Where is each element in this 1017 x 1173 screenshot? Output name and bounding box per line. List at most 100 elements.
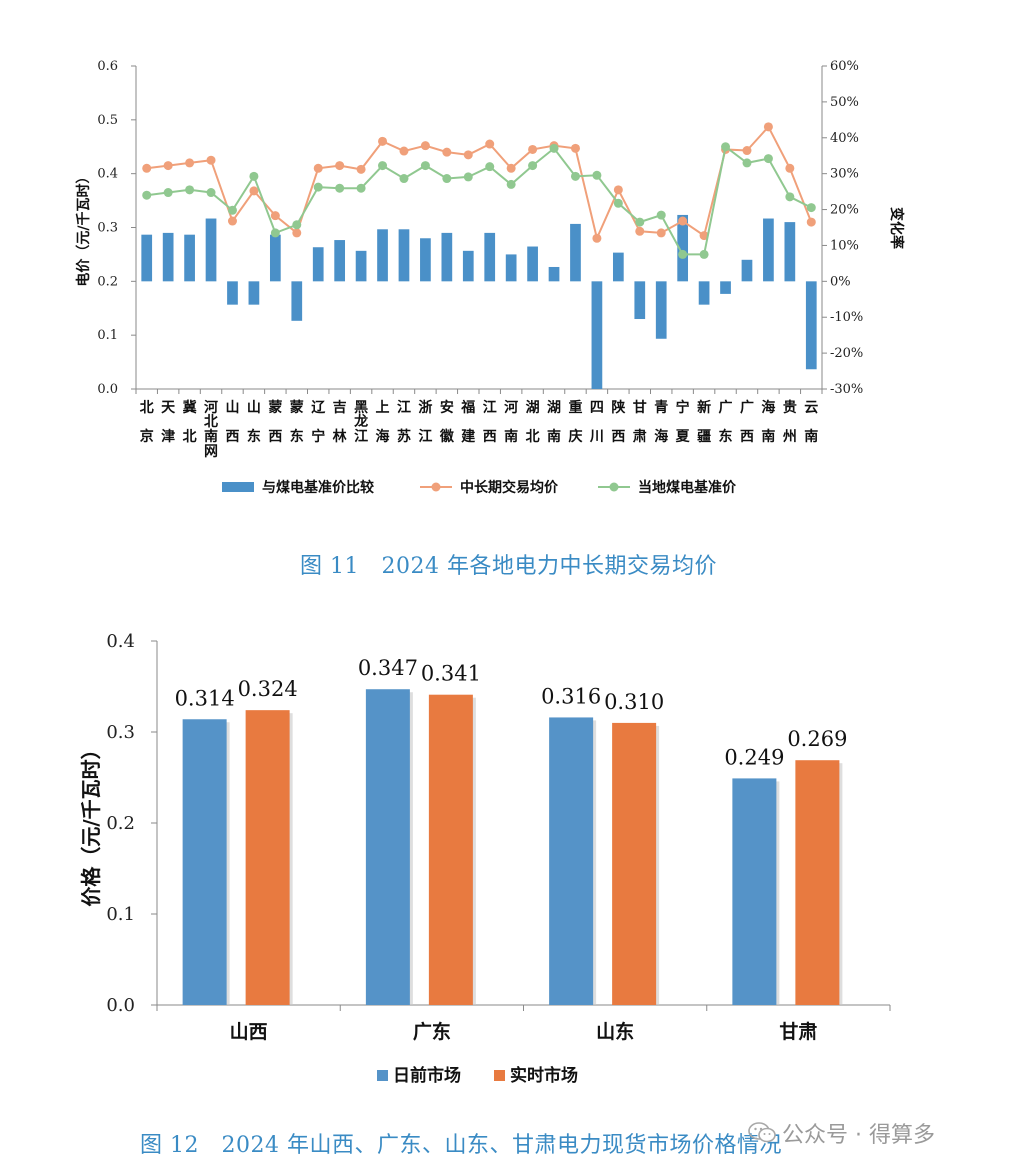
y2-tick-label: -20% <box>830 346 863 361</box>
y2-tick-label: 0% <box>830 274 851 289</box>
bar-coal-benchmark-comparison <box>269 234 281 282</box>
data-label: 0.341 <box>421 662 481 686</box>
bar-coal-benchmark-comparison <box>355 250 367 282</box>
legend-label: 当地煤电基准价 <box>638 479 737 496</box>
wechat-icon <box>748 1122 776 1144</box>
y-tick-label: 0.4 <box>97 167 118 182</box>
bar-coal-benchmark-comparison <box>291 281 303 321</box>
x-tick-label: 吉林 <box>333 399 347 445</box>
series-point <box>635 217 645 227</box>
series-point <box>528 144 538 154</box>
series-point <box>442 147 452 157</box>
x-category-label: 甘肃 <box>633 399 647 445</box>
bar-coal-benchmark-comparison <box>505 254 517 282</box>
y-tick-label: 0.1 <box>97 328 118 343</box>
x-category-label: 山西 <box>225 400 239 445</box>
x-tick-label: 广东 <box>719 399 733 445</box>
bar-coal-benchmark-comparison <box>377 229 388 282</box>
bar-day-ahead <box>549 717 594 1005</box>
series-point <box>463 150 473 160</box>
bar-coal-benchmark-comparison <box>248 281 260 305</box>
legend: 与煤电基准价比较 中长期交易均价 当地煤电基准价 <box>222 479 737 496</box>
series-point <box>270 211 280 221</box>
y2-tick-label: 20% <box>830 203 859 218</box>
x-category-label: 贵州 <box>782 399 797 445</box>
bar-real-time <box>612 722 657 1005</box>
legend-label: 中长期交易均价 <box>460 479 559 496</box>
series-point <box>313 163 323 173</box>
x-tick-label: 河北南网 <box>204 399 218 460</box>
y-tick-label: 0.4 <box>106 631 135 652</box>
x-tick-label: 贵州 <box>782 399 797 445</box>
series-point <box>742 146 752 156</box>
y2-tick-label: 40% <box>830 131 859 146</box>
x-tick-label: 辽宁 <box>311 400 326 445</box>
x-category-label: 山东 <box>247 400 261 445</box>
bar-coal-benchmark-comparison <box>205 218 217 282</box>
y2-tick-label: -10% <box>830 310 863 325</box>
bar-coal-benchmark-comparison <box>655 281 667 339</box>
y-tick-label: 0.3 <box>97 221 118 236</box>
data-label: 0.269 <box>787 727 847 751</box>
x-tick-label: 黑龙江 <box>353 400 368 445</box>
y-tick-label: 0.6 <box>97 59 118 74</box>
series-point <box>335 183 345 193</box>
x-category-label: 海南 <box>761 399 775 445</box>
bar-coal-benchmark-comparison <box>677 214 689 282</box>
series-point <box>335 161 345 171</box>
data-label: 0.310 <box>604 690 664 714</box>
series-point <box>249 186 259 196</box>
legend-label: 实时市场 <box>510 1065 578 1086</box>
y-tick-label: 0.2 <box>97 274 118 289</box>
x-category-label: 新疆 <box>697 399 711 445</box>
series-point <box>356 183 366 193</box>
x-tick-label: 江苏 <box>397 399 411 445</box>
series-point <box>506 163 516 173</box>
x-tick-label: 上海 <box>376 400 390 445</box>
x-tick-label: 浙江 <box>418 399 432 445</box>
x-tick-label: 安徽 <box>439 399 455 445</box>
x-tick-label: 陕西 <box>611 399 625 445</box>
bar-coal-benchmark-comparison <box>720 281 731 294</box>
x-category-label: 北京 <box>140 400 154 445</box>
bar-coal-benchmark-comparison <box>805 281 817 370</box>
bar-coal-benchmark-comparison <box>184 234 195 282</box>
x-category-label: 宁夏 <box>676 399 691 445</box>
bar-coal-benchmark-comparison <box>441 232 453 282</box>
series-point <box>506 179 516 189</box>
x-category-label: 辽宁 <box>311 400 326 445</box>
x-category-label: 浙江 <box>418 399 432 445</box>
series-point <box>485 139 495 149</box>
x-category-label: 冀北 <box>183 399 197 445</box>
x-tick-label: 江西 <box>483 399 497 445</box>
bar-coal-benchmark-comparison <box>462 250 474 282</box>
x-tick-label: 山西 <box>225 400 239 445</box>
series-point <box>163 161 173 171</box>
bar-coal-benchmark-comparison <box>141 234 153 282</box>
bar-coal-benchmark-comparison <box>784 222 796 282</box>
y-tick-label: 0.0 <box>106 995 135 1016</box>
legend-label: 与煤电基准价比较 <box>262 479 374 496</box>
x-category-label: 重庆 <box>568 399 582 445</box>
x-category-label: 广西 <box>740 399 754 445</box>
series-point <box>763 154 773 164</box>
bar-coal-benchmark-comparison <box>484 232 496 282</box>
x-tick-label: 广西 <box>740 399 754 445</box>
series-point <box>785 192 795 202</box>
bar-coal-benchmark-comparison <box>612 252 624 282</box>
series-point <box>249 171 259 181</box>
x-category-label: 河南 <box>504 399 518 445</box>
series-point <box>785 163 795 173</box>
x-tick-label: 冀北 <box>183 399 197 445</box>
x-tick-label: 山西 <box>230 1021 268 1043</box>
data-label: 0.347 <box>358 656 418 680</box>
x-category-label: 湖北 <box>526 400 540 445</box>
data-label: 0.314 <box>175 686 235 710</box>
y2-tick-label: 30% <box>830 167 859 182</box>
series-point <box>399 174 409 184</box>
series-point <box>678 216 688 226</box>
series-point <box>399 146 409 156</box>
x-category-label: 吉林 <box>333 399 347 445</box>
series-point <box>699 249 709 259</box>
x-tick-label: 河南 <box>504 399 518 445</box>
